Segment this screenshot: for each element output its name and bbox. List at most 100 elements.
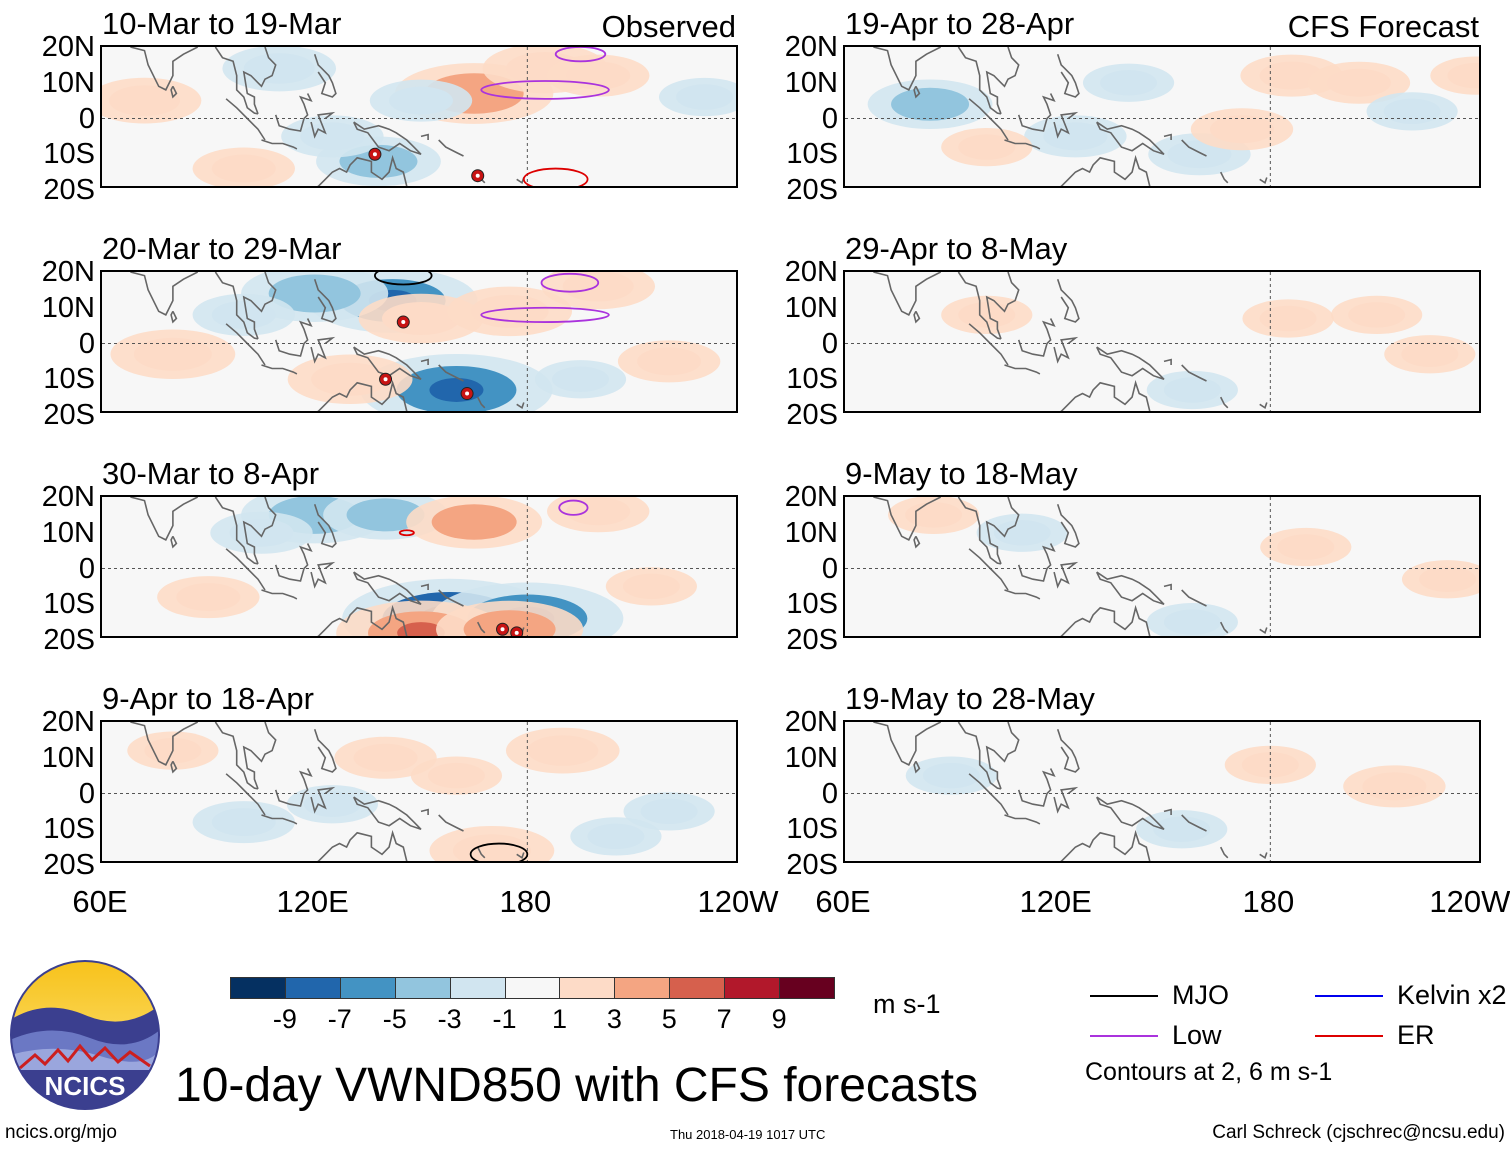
map-svg <box>845 272 1479 411</box>
coastline <box>214 722 259 790</box>
anomaly-blob <box>905 502 963 528</box>
coastline <box>1056 53 1080 98</box>
coastline <box>420 583 429 590</box>
lat-tick-label: 20S <box>43 624 95 656</box>
lat-tick-label: 10N <box>41 291 95 324</box>
coastline <box>242 272 277 340</box>
anomaly-blob <box>133 337 212 371</box>
anomaly-blob <box>211 808 276 837</box>
anomaly-blob <box>176 583 241 612</box>
coastline <box>352 796 422 831</box>
map-svg <box>845 47 1479 186</box>
contour-mjo <box>469 842 529 861</box>
map-panel <box>100 45 738 188</box>
contour-low <box>554 47 607 63</box>
coastline <box>313 728 337 773</box>
anomaly-blob <box>640 798 698 825</box>
colorbar-units: m s-1 <box>873 989 941 1019</box>
panel-title: 19-May to 28-May <box>845 681 1095 716</box>
anomaly-blob <box>303 791 361 817</box>
anomaly-blob <box>891 87 970 121</box>
coastline <box>130 47 199 91</box>
coastline <box>913 535 921 549</box>
lat-tick-label: 20N <box>784 706 838 738</box>
lat-tick-label: 10S <box>43 363 95 396</box>
lat-tick-label: 0 <box>821 777 838 810</box>
lat-tick-label: 20S <box>43 849 95 881</box>
colorbar-tick-label: 7 <box>716 1004 732 1034</box>
legend-swatch <box>1315 995 1383 997</box>
anomaly-blob <box>346 498 425 532</box>
anomaly-blob <box>229 518 294 547</box>
legend-swatch <box>1090 995 1158 997</box>
coastline <box>1095 121 1165 156</box>
coastline <box>957 497 1002 565</box>
anomaly-blob <box>587 823 645 850</box>
coastline <box>1004 139 1041 150</box>
tropical-storm-icon <box>496 622 510 636</box>
coastline <box>1163 358 1172 365</box>
coastline <box>1060 379 1151 411</box>
tropical-storm-icon <box>368 147 382 161</box>
site-link[interactable]: ncics.org/mjo <box>5 1122 117 1143</box>
coastline <box>985 497 1020 565</box>
coastline <box>957 722 1002 790</box>
lat-tick-label: 10S <box>43 138 95 171</box>
anomaly-blob <box>1277 534 1335 560</box>
anomaly-blob <box>1259 305 1317 332</box>
coastline <box>438 139 464 157</box>
coastline <box>170 760 178 774</box>
anomaly-blob <box>353 743 418 772</box>
panel-title: 10-Mar to 19-Mar <box>102 6 342 41</box>
anomaly-blob <box>1043 122 1108 151</box>
coastline <box>352 121 422 156</box>
coastline <box>1004 364 1041 375</box>
coastline <box>261 814 298 825</box>
lat-tick-label: 10N <box>41 66 95 99</box>
contour-low <box>540 272 600 293</box>
anomaly-blob <box>211 300 276 329</box>
lat-tick-label: 10N <box>41 516 95 549</box>
coastline <box>476 396 486 409</box>
anomaly-blob <box>1209 115 1274 144</box>
coastline <box>1259 402 1268 410</box>
colorbar-swatch <box>504 977 561 999</box>
lat-tick-label: 20N <box>41 256 95 288</box>
colorbar-tick-label: -3 <box>437 1004 462 1034</box>
panel-title: 29-Apr to 8-May <box>845 231 1068 266</box>
coastline <box>913 310 921 324</box>
colorbar-tick-label: -7 <box>327 1004 352 1034</box>
coastline <box>317 379 408 411</box>
anomaly-blob <box>452 834 531 861</box>
coastline <box>317 604 408 636</box>
coastline <box>1053 786 1079 814</box>
coastline <box>1060 154 1151 186</box>
coastline <box>1017 543 1056 582</box>
anomaly-blob <box>463 610 556 636</box>
coastline <box>214 272 259 340</box>
coastline <box>913 85 921 99</box>
anomaly-blob <box>1167 140 1232 169</box>
anomaly-blob <box>622 573 680 600</box>
colorbar-swatch <box>339 977 396 999</box>
tropical-storm-icon <box>471 169 485 183</box>
coastline <box>1181 364 1207 382</box>
panel-title: 19-Apr to 28-Apr <box>845 6 1075 41</box>
colorbar-swatch <box>449 977 506 999</box>
coastline <box>1056 728 1080 773</box>
coastline <box>170 310 178 324</box>
coastline <box>310 336 336 364</box>
lat-tick-label: 20S <box>786 174 838 206</box>
coastline <box>310 561 336 589</box>
lat-tick-label: 0 <box>78 552 95 585</box>
coastline <box>261 139 298 150</box>
lat-tick-label: 10S <box>786 363 838 396</box>
lat-tick-label: 20S <box>786 849 838 881</box>
lat-tick-label: 10S <box>43 813 95 846</box>
coastline <box>438 589 464 607</box>
legend-label: Kelvin x2 <box>1397 980 1507 1010</box>
coastline <box>1017 318 1056 357</box>
lat-tick-label: 10S <box>43 588 95 621</box>
contour-mjo <box>374 272 433 286</box>
coastline <box>1095 796 1165 831</box>
